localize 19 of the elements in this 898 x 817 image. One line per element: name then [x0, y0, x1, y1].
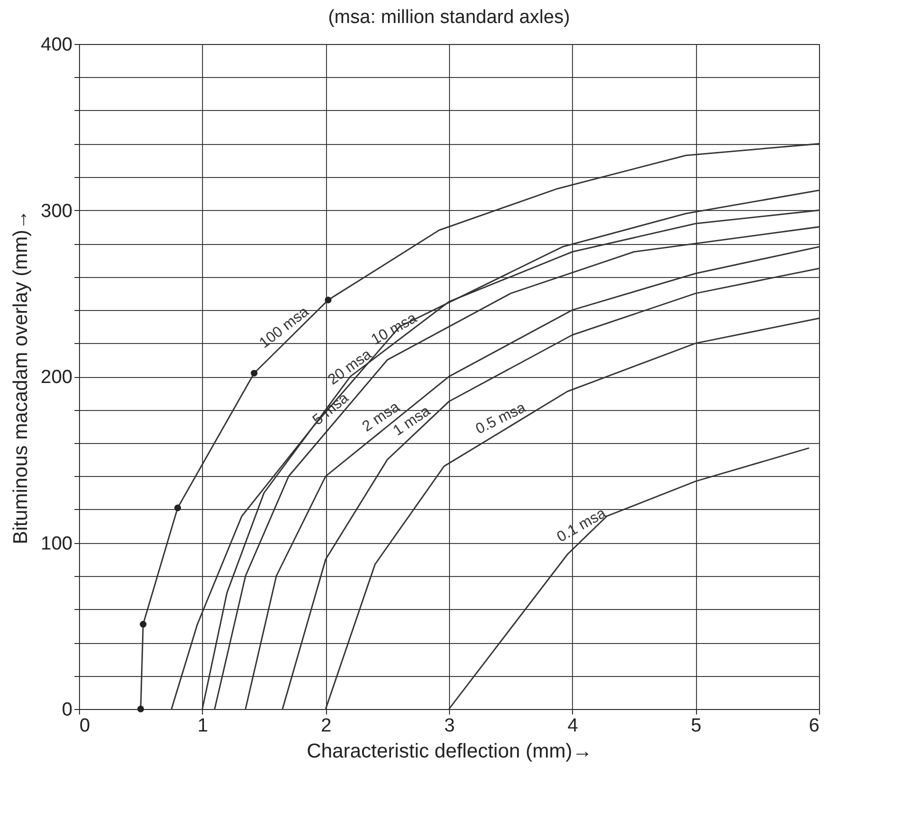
x-tick-label: 3 — [444, 716, 455, 736]
text: 0.1 msa — [554, 504, 610, 546]
y-tick-label: 300 — [40, 200, 72, 222]
text: 0.5 msa — [472, 398, 529, 438]
x-tick-label: 2 — [320, 716, 332, 736]
y-tick-label: 400 — [40, 34, 72, 56]
text: 20 msa — [324, 346, 376, 388]
x-axis-title: Characteristic deflection (mm)→ — [306, 740, 592, 762]
y-tick-label: 100 — [40, 533, 72, 554]
chart-title: (msa: million standard axles) — [328, 7, 570, 28]
x-tick-label: 6 — [808, 716, 820, 736]
y-tick-label: 0 — [62, 700, 72, 720]
x-tick-label: 0 — [80, 716, 90, 736]
y-axis-title: Bituminous macadam overlay (mm)→ — [10, 210, 32, 544]
x-tick-label: 4 — [568, 716, 579, 736]
x-tick-label: 1 — [198, 716, 208, 736]
x-tick-label: 5 — [690, 716, 702, 736]
text: 100 msa — [256, 302, 313, 352]
y-tick-label: 200 — [40, 367, 72, 388]
